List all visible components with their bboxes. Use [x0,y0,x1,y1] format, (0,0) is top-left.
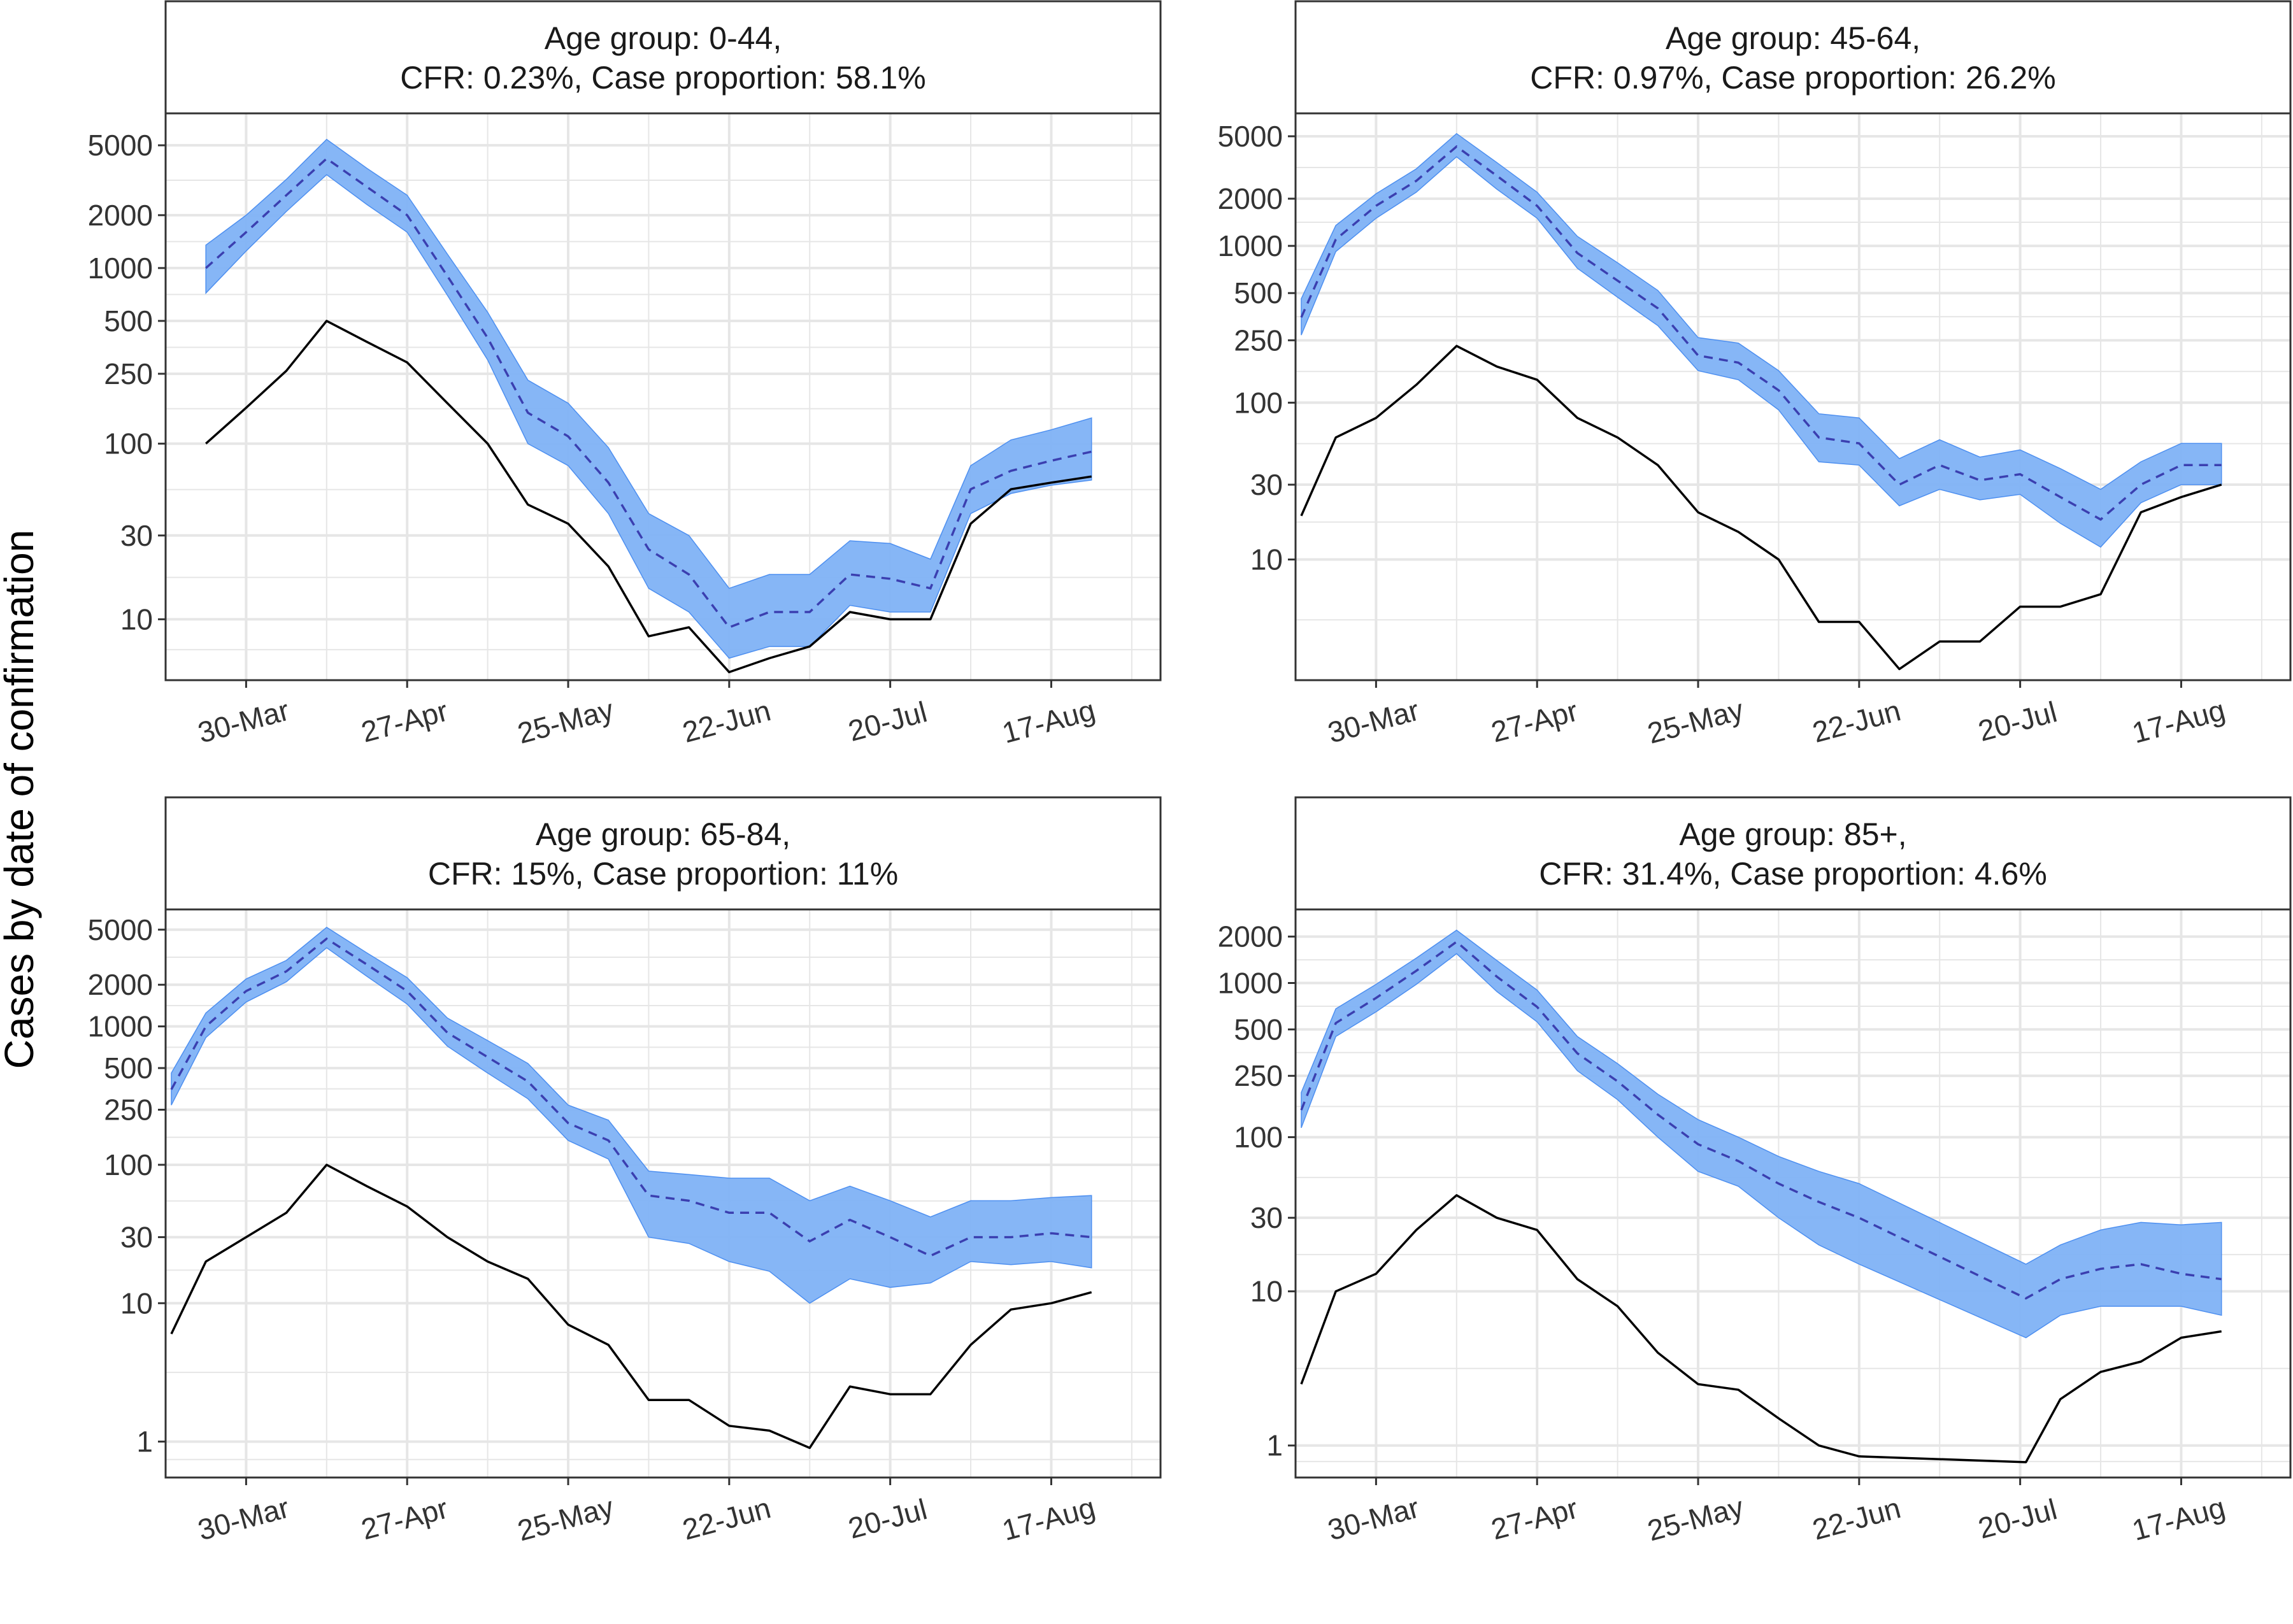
observed-cases-line [1300,1194,2222,1464]
estimate-interval-band [205,138,1092,659]
observed-cases-line [1300,345,2222,671]
y-tick-label: 30 [1250,1201,1283,1234]
y-tick-label: 10 [1250,543,1283,576]
y-tick-label: 1000 [1218,229,1283,262]
facet-title-line-2: CFR: 0.97%, Case proportion: 26.2% [1530,60,2055,96]
y-tick-label: 100 [1234,1121,1283,1154]
facet-strip [1294,0,2292,115]
y-tick-label: 250 [104,1093,153,1126]
estimate-interval-band [171,927,1092,1304]
facet-panel-1: Age group: 0-44, CFR: 0.23%, Case proport… [88,0,1162,750]
y-tick-label: 500 [104,1051,153,1085]
facet-title-line-2: CFR: 31.4%, Case proportion: 4.6% [1539,856,2047,892]
y-tick-label: 30 [1250,468,1283,501]
facet-title-line-2: CFR: 15%, Case proportion: 11% [428,856,898,892]
y-tick-label: 100 [1234,386,1283,419]
facet-panel-3: Age group: 65-84, CFR: 15%, Case proporti… [88,796,1162,1548]
y-tick-label: 250 [104,357,153,390]
y-tick-label: 100 [104,427,153,460]
facet-title-line-1: Age group: 45-64, [1666,20,1920,56]
y-tick-label: 5000 [88,129,153,162]
facet-title-line-2: CFR: 0.23%, Case proportion: 58.1% [400,60,925,96]
estimate-median-line [1300,940,2222,1300]
y-tick-label: 500 [1234,276,1283,310]
observed-cases-line [205,320,1092,674]
facet-strip [1294,796,2292,911]
facet-title-line-1: Age group: 0-44, [545,20,782,56]
y-tick-label: 500 [1234,1013,1283,1046]
y-tick-label: 1000 [88,252,153,285]
y-tick-label: 250 [1234,1059,1283,1092]
y-tick-label: 1 [136,1425,153,1458]
observed-cases-line [170,1164,1092,1449]
estimate-median-line [170,937,1092,1257]
y-tick-label: 5000 [88,913,153,946]
facet-title-line-1: Age group: 85+, [1679,816,1906,852]
y-tick-label: 2000 [88,968,153,1001]
facet-panel-4: Age group: 85+, CFR: 31.4%, Case proporti… [1218,796,2292,1548]
y-tick-label: 5000 [1218,120,1283,153]
y-axis-label: Cases by date of confirmation [0,530,42,1069]
facet-panel-2: Age group: 45-64, CFR: 0.97%, Case propor… [1218,0,2292,750]
y-tick-label: 10 [120,1286,153,1320]
y-tick-label: 1 [1266,1429,1283,1462]
y-tick-label: 30 [120,1221,153,1254]
y-tick-label: 2000 [1218,182,1283,215]
y-tick-label: 1000 [88,1010,153,1043]
facet-strip [164,796,1162,911]
y-tick-label: 500 [104,304,153,338]
y-tick-label: 1000 [1218,967,1283,1000]
y-tick-label: 30 [120,519,153,552]
facet-title-line-1: Age group: 65-84, [536,816,790,852]
y-tick-label: 250 [1234,324,1283,357]
y-tick-label: 10 [1250,1275,1283,1308]
y-tick-label: 10 [120,602,153,636]
estimate-interval-band [1301,929,2222,1339]
estimate-median-line [205,157,1092,629]
y-tick-label: 2000 [1218,920,1283,953]
y-tick-label: 2000 [88,199,153,232]
facet-strip [164,0,1162,115]
y-tick-label: 100 [104,1148,153,1181]
